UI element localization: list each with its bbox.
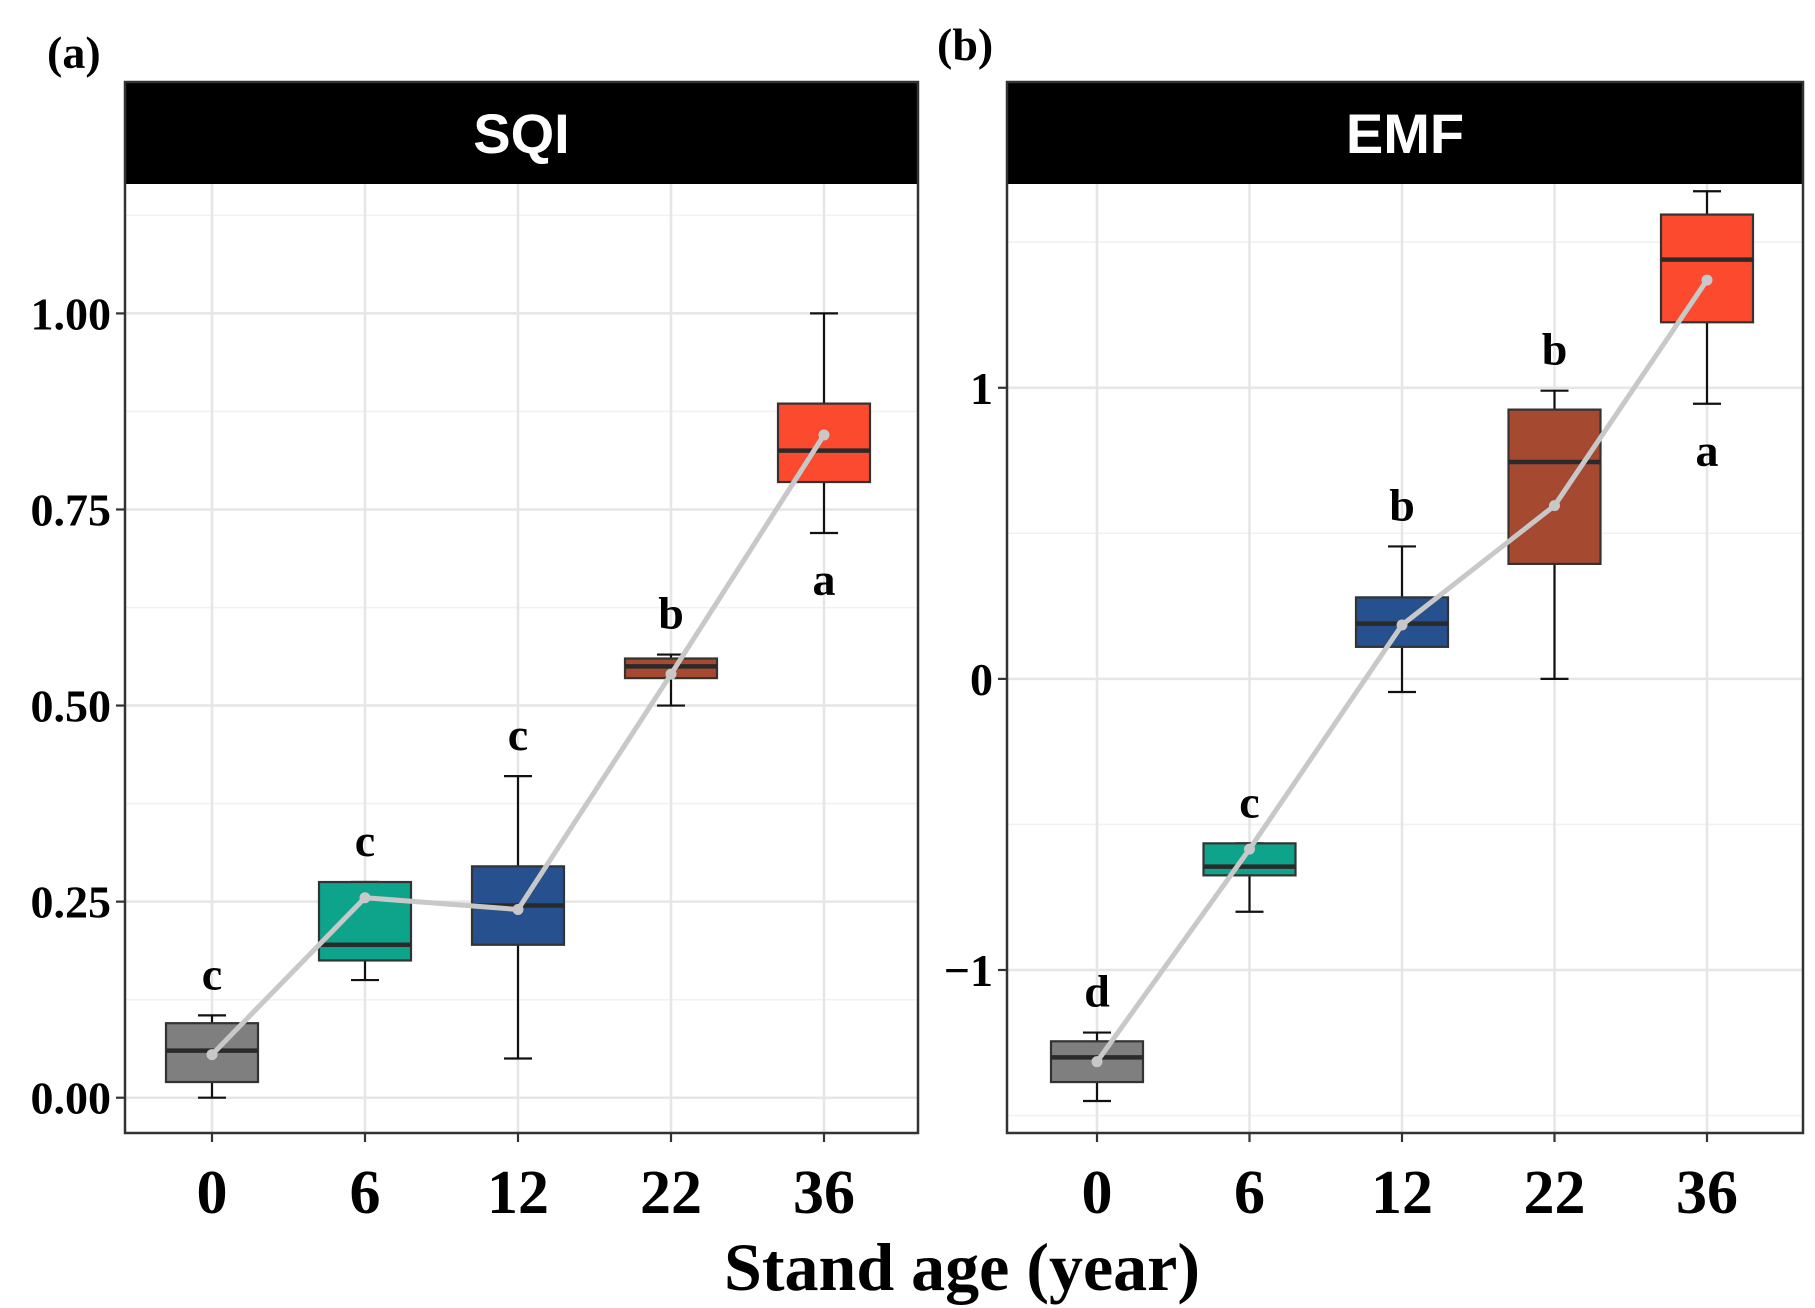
significance-letter: b [658, 588, 684, 639]
significance-letter: d [1084, 966, 1110, 1017]
box-36 [776, 312, 872, 535]
significance-letter: a [813, 554, 836, 605]
box-6 [1202, 842, 1297, 913]
mean-point [1244, 843, 1255, 855]
panel-border [123, 80, 920, 1135]
emf-panel: EMF −1 0 1 0 6 12 22 36 d c b b a [944, 80, 1805, 1227]
x-tick-label: 12 [1371, 1159, 1433, 1227]
panel-tag-b: (b) [937, 19, 993, 70]
mean-point [1701, 274, 1713, 286]
x-tick-label: 36 [793, 1159, 855, 1227]
mean-point [818, 429, 830, 441]
y-tick-label: 0.25 [31, 877, 112, 928]
mean-point [359, 892, 371, 904]
y-tick-label: 1 [970, 363, 993, 414]
box-body [1659, 213, 1755, 324]
mean-point [1091, 1056, 1103, 1068]
x-tick-label: 0 [1082, 1159, 1113, 1227]
box-12 [1354, 545, 1450, 694]
x-tick-label: 0 [197, 1159, 228, 1227]
sqi-panel: SQI 0.00 0.25 0.50 0.75 1.00 0 6 12 22 36 c c c b a [31, 80, 920, 1227]
significance-letter: c [355, 815, 375, 866]
x-axis-title: Stand age (year) [724, 1229, 1200, 1305]
x-tick-label: 6 [1234, 1159, 1265, 1227]
significance-letter: c [508, 709, 528, 760]
significance-letter: b [1389, 479, 1415, 530]
y-tick-label: −1 [944, 945, 993, 996]
strip-header [1007, 82, 1803, 184]
x-tick-label: 6 [350, 1159, 381, 1227]
significance-letter: b [1542, 324, 1568, 375]
significance-letter: c [202, 948, 222, 999]
box-body [317, 880, 413, 962]
strip-title: SQI [473, 102, 569, 165]
box-body [1507, 408, 1602, 565]
mean-point [1396, 619, 1408, 631]
mean-point [1549, 500, 1560, 512]
mean-point [512, 903, 524, 915]
significance-letter: a [1696, 425, 1719, 476]
y-tick-label: 0.75 [31, 484, 112, 535]
x-tick-label: 22 [640, 1159, 702, 1227]
mean-point [206, 1049, 218, 1061]
panel-border [1005, 80, 1805, 1135]
y-tick-label: 0.00 [31, 1073, 112, 1124]
significance-letter: c [1239, 776, 1259, 827]
strip-title: EMF [1346, 102, 1464, 165]
mean-point [665, 668, 677, 680]
box-36 [1659, 190, 1755, 405]
x-tick-label: 22 [1524, 1159, 1586, 1227]
box-body [1202, 842, 1297, 877]
box-6 [317, 880, 413, 982]
plot-background [125, 184, 918, 1133]
strip-header [125, 82, 918, 184]
y-tick-label: 0.50 [31, 681, 112, 732]
x-tick-label: 36 [1676, 1159, 1738, 1227]
y-tick-label: 1.00 [31, 288, 112, 339]
panel-tag-a: (a) [47, 27, 101, 78]
plot-background [1007, 184, 1803, 1133]
x-tick-label: 12 [487, 1159, 549, 1227]
y-tick-label: 0 [970, 654, 993, 705]
box-body [776, 402, 872, 484]
